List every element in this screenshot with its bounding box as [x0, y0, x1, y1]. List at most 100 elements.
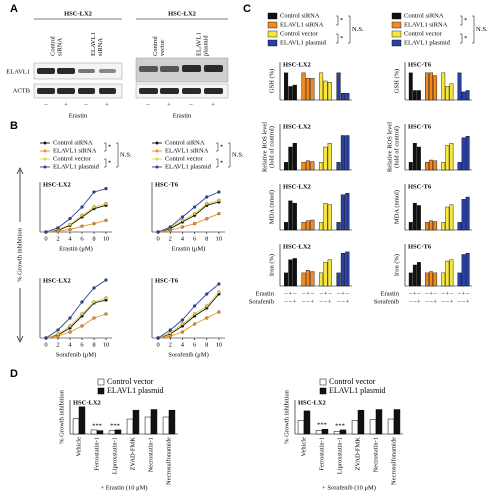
bar [315, 430, 323, 435]
treatment-sign: − [425, 298, 429, 305]
bar [357, 409, 365, 435]
x-tick-label: 6 [80, 235, 84, 242]
treatment-label: Erastin [256, 290, 275, 297]
data-point [180, 322, 185, 326]
y-axis-label: Iron (%) [268, 254, 275, 276]
bar [283, 162, 289, 171]
bar [433, 160, 438, 171]
treatment-sign: − [462, 298, 466, 305]
treatment-sign: + [293, 298, 297, 305]
data-point [217, 198, 221, 202]
legend-label: ELAVL1 plasmid [165, 163, 212, 170]
data-point [205, 217, 209, 221]
bar [457, 272, 462, 287]
bar [340, 135, 345, 171]
data-point [92, 190, 96, 194]
data-point [92, 222, 96, 226]
series-line [45, 299, 107, 339]
data-point [205, 292, 209, 296]
y-axis-label: Iron (%) [393, 254, 400, 276]
bar [336, 222, 341, 231]
bracket [116, 142, 119, 168]
chart-title: HSC-T6 [408, 243, 432, 250]
series-line [45, 203, 107, 233]
annotation: * [464, 35, 467, 42]
bar [465, 136, 470, 171]
lane-label: plasmid [202, 35, 209, 56]
data-point [80, 205, 84, 209]
legend-label: Control siRNA [165, 139, 205, 146]
bar [429, 72, 433, 101]
bar [305, 160, 310, 171]
bar [449, 83, 454, 101]
treatment-sign: + [289, 290, 293, 297]
treatment-sign: − [328, 290, 332, 297]
x-tick-label: Ferrostatin-1 [318, 437, 325, 471]
x-tick-label: 8 [92, 235, 95, 242]
bar [445, 260, 450, 287]
legend-marker [155, 149, 159, 153]
chart-title: HSC-LX2 [298, 399, 326, 406]
treatment-sign: − [417, 290, 421, 297]
x-axis-label: Sorafenib (μM) [56, 351, 97, 358]
treatment-label: Erastin [173, 112, 192, 119]
legend-label: Control vector [53, 155, 92, 162]
label-backdrop [15, 222, 25, 288]
x-tick-label: ZVAD-FMK [354, 437, 361, 471]
x-tick-label: 10 [216, 341, 223, 348]
bar [429, 220, 433, 231]
bar [301, 72, 306, 101]
data-point [68, 217, 72, 221]
x-tick-label: Necrosulfonamide [390, 437, 397, 485]
data-point [68, 222, 72, 227]
x-axis-label: + Sorafenib (10 μM) [322, 484, 376, 491]
treatment-sign: + [413, 290, 417, 297]
bar [72, 418, 80, 435]
bar [288, 146, 293, 171]
bar [310, 271, 315, 287]
treatment-sign: − [289, 298, 293, 305]
bar [416, 205, 421, 231]
legend-swatch [319, 387, 327, 395]
legend-label: ELAVL1 siRNA [53, 147, 97, 154]
x-tick-label: Necrosulfonamide [165, 437, 172, 485]
arrow-head [16, 167, 24, 343]
treatment-sign: + [417, 298, 421, 305]
bar [465, 252, 470, 287]
legend-marker [43, 141, 47, 145]
legend-label: ELAVL1 siRNA [404, 21, 448, 28]
bar [305, 78, 310, 101]
bar [465, 90, 470, 101]
x-axis-label: Sorafenib (μM) [168, 351, 209, 358]
bar [441, 222, 446, 231]
bar [445, 206, 450, 231]
bracket [336, 15, 339, 26]
x-tick-label: 8 [205, 341, 208, 348]
bar [162, 416, 170, 435]
legend-label: Control vector [107, 377, 154, 386]
x-tick-label: Ferrostatin-1 [93, 437, 100, 471]
y-axis-label: GSH (%) [268, 69, 275, 93]
x-tick-label: 4 [181, 341, 185, 348]
data-point [205, 304, 209, 308]
legend-swatch [267, 12, 278, 20]
data-point [104, 278, 108, 282]
treatment-sign: − [413, 298, 417, 305]
y-axis-label: GSH (%) [393, 69, 400, 93]
data-point [68, 330, 72, 334]
series-line [45, 297, 107, 339]
annotation: N.S. [476, 26, 488, 33]
series-line [157, 191, 220, 233]
series-line [157, 291, 220, 339]
treatment-sign: − [433, 290, 437, 297]
treatment-sign: − [441, 298, 445, 305]
bar [429, 159, 433, 171]
bar [323, 146, 328, 171]
treatment-sign: − [324, 298, 328, 305]
bar [416, 146, 421, 171]
bar [369, 419, 377, 435]
bar [303, 410, 311, 435]
bar [283, 72, 289, 101]
bar [408, 222, 413, 231]
bar [310, 219, 315, 231]
